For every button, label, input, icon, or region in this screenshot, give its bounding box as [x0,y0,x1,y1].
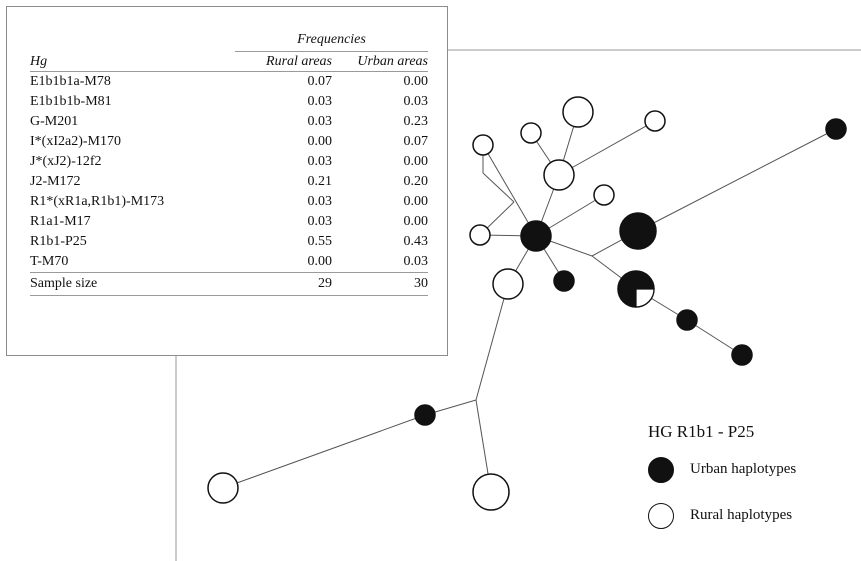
haplotype-node-mixed [617,270,655,308]
frequency-table: Frequencies Hg Rural areas Urban areas E… [30,29,428,296]
haplotype-node-urban [414,404,436,426]
haplotype-node-urban [520,220,552,252]
haplotype-node-urban [619,212,657,250]
haplotype-node-urban [825,118,847,140]
cell-rural: 0.03 [307,94,333,109]
legend-title: HG R1b1 - P25 [648,422,755,441]
haplotype-node-urban [676,309,698,331]
cell-hg: R1b1-P25 [30,234,87,249]
haplotype-node-rural [492,268,524,300]
haplotype-node-rural [520,122,542,144]
cell-rural: 0.21 [307,174,333,189]
cell-urban: 0.00 [403,214,429,229]
table-row: J2-M172 0.21 0.20 [30,172,428,192]
haplotype-node-urban [731,344,753,366]
cell-hg: R1*(xR1a,R1b1)-M173 [30,194,165,209]
sample-size-urban: 30 [332,272,428,296]
network-edge [222,414,426,489]
cell-hg: R1a1-M17 [30,214,91,229]
network-edge [482,144,537,237]
haplotype-node-rural [472,473,510,511]
table-row: I*(xI2a2)-M170 0.00 0.07 [30,132,428,152]
network-nodes [207,96,847,511]
cell-hg: J*(xJ2)-12f2 [30,154,102,169]
table-row: R1b1-P25 0.55 0.43 [30,232,428,252]
haplotype-node-rural [562,96,594,128]
sample-size-label: Sample size [30,272,235,296]
table-body: E1b1b1a-M78 0.07 0.00 E1b1b1b-M81 0.03 0.03 G-… [30,72,428,273]
haplotype-node-rural [644,110,666,132]
network-edge [637,128,837,232]
network-edge [686,319,743,356]
open-circle-icon [648,503,674,529]
table-group-header-row: Frequencies [30,29,428,52]
cell-hg: T-M70 [30,252,235,273]
frequency-table-panel: Frequencies Hg Rural areas Urban areas E… [6,6,448,356]
haplotype-node-rural [207,472,239,504]
haplotype-node-rural [543,159,575,191]
table-row: R1*(xR1a,R1b1)-M173 0.03 0.00 [30,192,428,212]
cell-urban: 0.00 [403,74,429,89]
cell-rural: 0.03 [307,154,333,169]
cell-urban: 0.07 [403,134,429,149]
cell-rural: 0.03 [307,114,333,129]
table-row: T-M70 0.00 0.03 [30,252,428,273]
sample-size-rural: 29 [235,272,332,296]
cell-urban: 0.43 [403,234,429,249]
cell-urban: 0.03 [332,252,428,273]
network-edge [558,120,656,176]
legend-urban-label: Urban haplotypes [690,461,797,477]
cell-rural: 0.07 [307,74,333,89]
haplotype-node-rural [469,224,491,246]
sample-size-row: Sample size 29 30 [30,272,428,296]
cell-hg: E1b1b1a-M78 [30,74,111,89]
legend-rural-label: Rural haplotypes [690,507,793,523]
table-row: E1b1b1b-M81 0.03 0.03 [30,92,428,112]
urban-column-header: Urban areas [332,51,428,72]
cell-urban: 0.23 [403,114,429,129]
haplotype-node-rural [593,184,615,206]
cell-rural: 0.00 [235,252,332,273]
table-row: G-M201 0.03 0.23 [30,112,428,132]
cell-rural: 0.03 [307,214,333,229]
cell-rural: 0.00 [307,134,333,149]
rural-column-header: Rural areas [235,51,332,72]
frequencies-header: Frequencies [235,29,428,52]
cell-rural: 0.55 [307,234,333,249]
cell-urban: 0.00 [403,154,429,169]
network-edge [482,172,515,203]
cell-urban: 0.03 [403,94,429,109]
cell-hg: J2-M172 [30,174,81,189]
cell-hg: G-M201 [30,114,79,129]
table-row: J*(xJ2)-12f2 0.03 0.00 [30,152,428,172]
haplotype-node-rural [472,134,494,156]
cell-rural: 0.03 [307,194,333,209]
network-edge [475,283,509,401]
cell-urban: 0.00 [403,194,429,209]
haplotype-node-urban [553,270,575,292]
cell-hg: E1b1b1b-M81 [30,94,112,109]
table-header-row: Hg Rural areas Urban areas [30,51,428,72]
cell-urban: 0.20 [403,174,429,189]
table-row: E1b1b1a-M78 0.07 0.00 [30,72,428,93]
cell-hg: I*(xI2a2)-M170 [30,134,121,149]
hg-column-header: Hg [30,51,235,72]
table-row: R1a1-M17 0.03 0.00 [30,212,428,232]
filled-circle-icon [648,457,674,483]
